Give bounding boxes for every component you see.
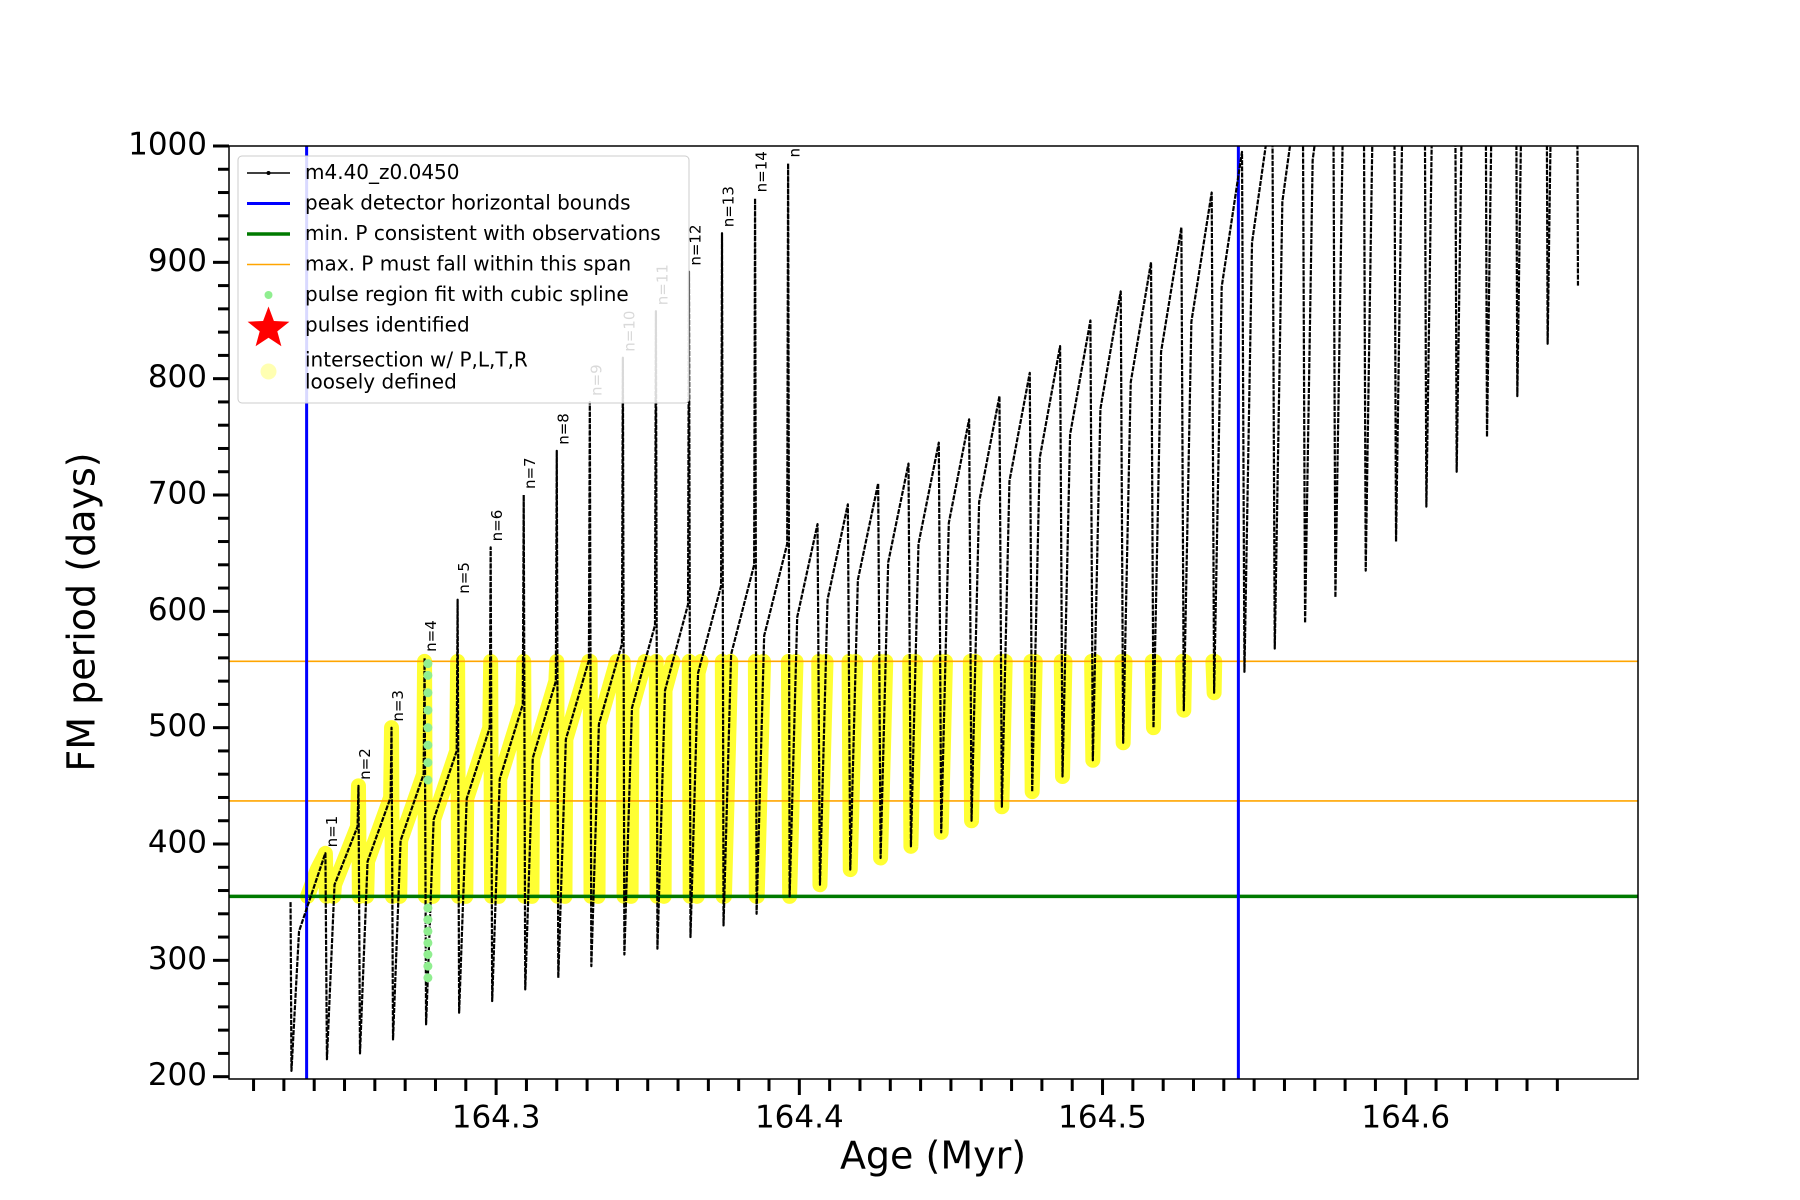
fit-point bbox=[423, 973, 433, 983]
pulse-annotation: n=5 bbox=[455, 562, 473, 594]
legend-swatch-marker bbox=[266, 171, 271, 175]
y-tick-label: 700 bbox=[148, 476, 207, 512]
pulse-annotation: n=13 bbox=[720, 186, 738, 227]
legend-label-line: max. P must fall within this span bbox=[305, 251, 631, 275]
legend-label-line: pulse region fit with cubic spline bbox=[305, 282, 629, 306]
pulse-annotation: n=15 bbox=[786, 116, 804, 157]
x-tick-label: 164.4 bbox=[755, 1100, 844, 1136]
fit-point bbox=[423, 903, 433, 913]
y-axis-label: FM period (days) bbox=[60, 452, 104, 771]
legend-swatch bbox=[264, 291, 273, 299]
fit-point bbox=[423, 950, 433, 960]
pulse-annotation: n=8 bbox=[554, 413, 572, 445]
legend-label-line: peak detector horizontal bounds bbox=[305, 190, 631, 214]
pulse-annotation: n=1 bbox=[323, 816, 341, 848]
fit-point bbox=[423, 740, 433, 750]
legend-label-line: m4.40_z0.0450 bbox=[305, 160, 460, 184]
y-tick-label: 1000 bbox=[128, 127, 207, 163]
legend-label-line: intersection w/ P,L,T,R bbox=[305, 347, 528, 371]
pulse-annotation: n=14 bbox=[753, 151, 771, 192]
legend-label-line: pulses identified bbox=[305, 312, 470, 336]
legend-label-line: min. P consistent with observations bbox=[305, 221, 661, 245]
fit-point bbox=[423, 915, 433, 925]
legend-label: peak detector horizontal bounds bbox=[305, 190, 631, 214]
fit-point bbox=[423, 775, 433, 785]
fit-point bbox=[423, 670, 433, 680]
x-tick-label: 164.3 bbox=[452, 1100, 541, 1136]
y-tick-label: 400 bbox=[148, 825, 207, 861]
pulse-annotation: n=2 bbox=[356, 748, 374, 780]
legend-label: min. P consistent with observations bbox=[305, 221, 661, 245]
fit-point bbox=[423, 723, 433, 733]
legend-box bbox=[237, 155, 690, 404]
fit-point bbox=[423, 961, 433, 971]
legend-label: pulse region fit with cubic spline bbox=[305, 282, 629, 306]
legend-label-line: loosely defined bbox=[305, 369, 457, 393]
x-tick-label: 164.5 bbox=[1058, 1100, 1147, 1136]
legend-label: m4.40_z0.0450 bbox=[305, 160, 460, 184]
fit-point bbox=[423, 938, 433, 948]
legend-label: max. P must fall within this span bbox=[305, 251, 631, 275]
fit-point bbox=[423, 705, 433, 715]
axes: 164.3 164.4 164.5 164.6 200 300 400 500 600 700 80… bbox=[128, 127, 1559, 1136]
legend-swatch bbox=[247, 306, 290, 347]
fit-point bbox=[423, 688, 433, 698]
fit-point bbox=[423, 758, 433, 768]
legend-label: intersection w/ P,L,T,R loosely defined bbox=[305, 347, 528, 393]
pulse-annotation: n=7 bbox=[521, 457, 539, 489]
series-line bbox=[289, 146, 1580, 1072]
pulse-annotation: n=6 bbox=[488, 510, 506, 542]
fit-point bbox=[423, 926, 433, 936]
y-tick-label: 600 bbox=[148, 592, 207, 628]
y-tick-label: 900 bbox=[148, 243, 207, 279]
y-tick-label: 200 bbox=[148, 1057, 207, 1093]
x-axis-label: Age (Myr) bbox=[840, 1134, 1026, 1178]
pulse-annotation: n=12 bbox=[686, 224, 704, 265]
x-tick-label: 164.6 bbox=[1361, 1100, 1450, 1136]
pulse-annotation: n=4 bbox=[422, 620, 440, 652]
fit-point bbox=[423, 659, 433, 669]
y-tick-label: 500 bbox=[148, 708, 207, 744]
legend-label: pulses identified bbox=[305, 312, 470, 336]
y-tick-label: 800 bbox=[148, 359, 207, 395]
plot-area: n=1n=2n=3n=4n=5n=6n=7n=8n=9n=10n=11n=12n… bbox=[229, 116, 1638, 1079]
pulse-annotation: n=3 bbox=[389, 690, 407, 722]
y-tick-label: 300 bbox=[148, 941, 207, 977]
legend-swatch bbox=[260, 363, 277, 380]
